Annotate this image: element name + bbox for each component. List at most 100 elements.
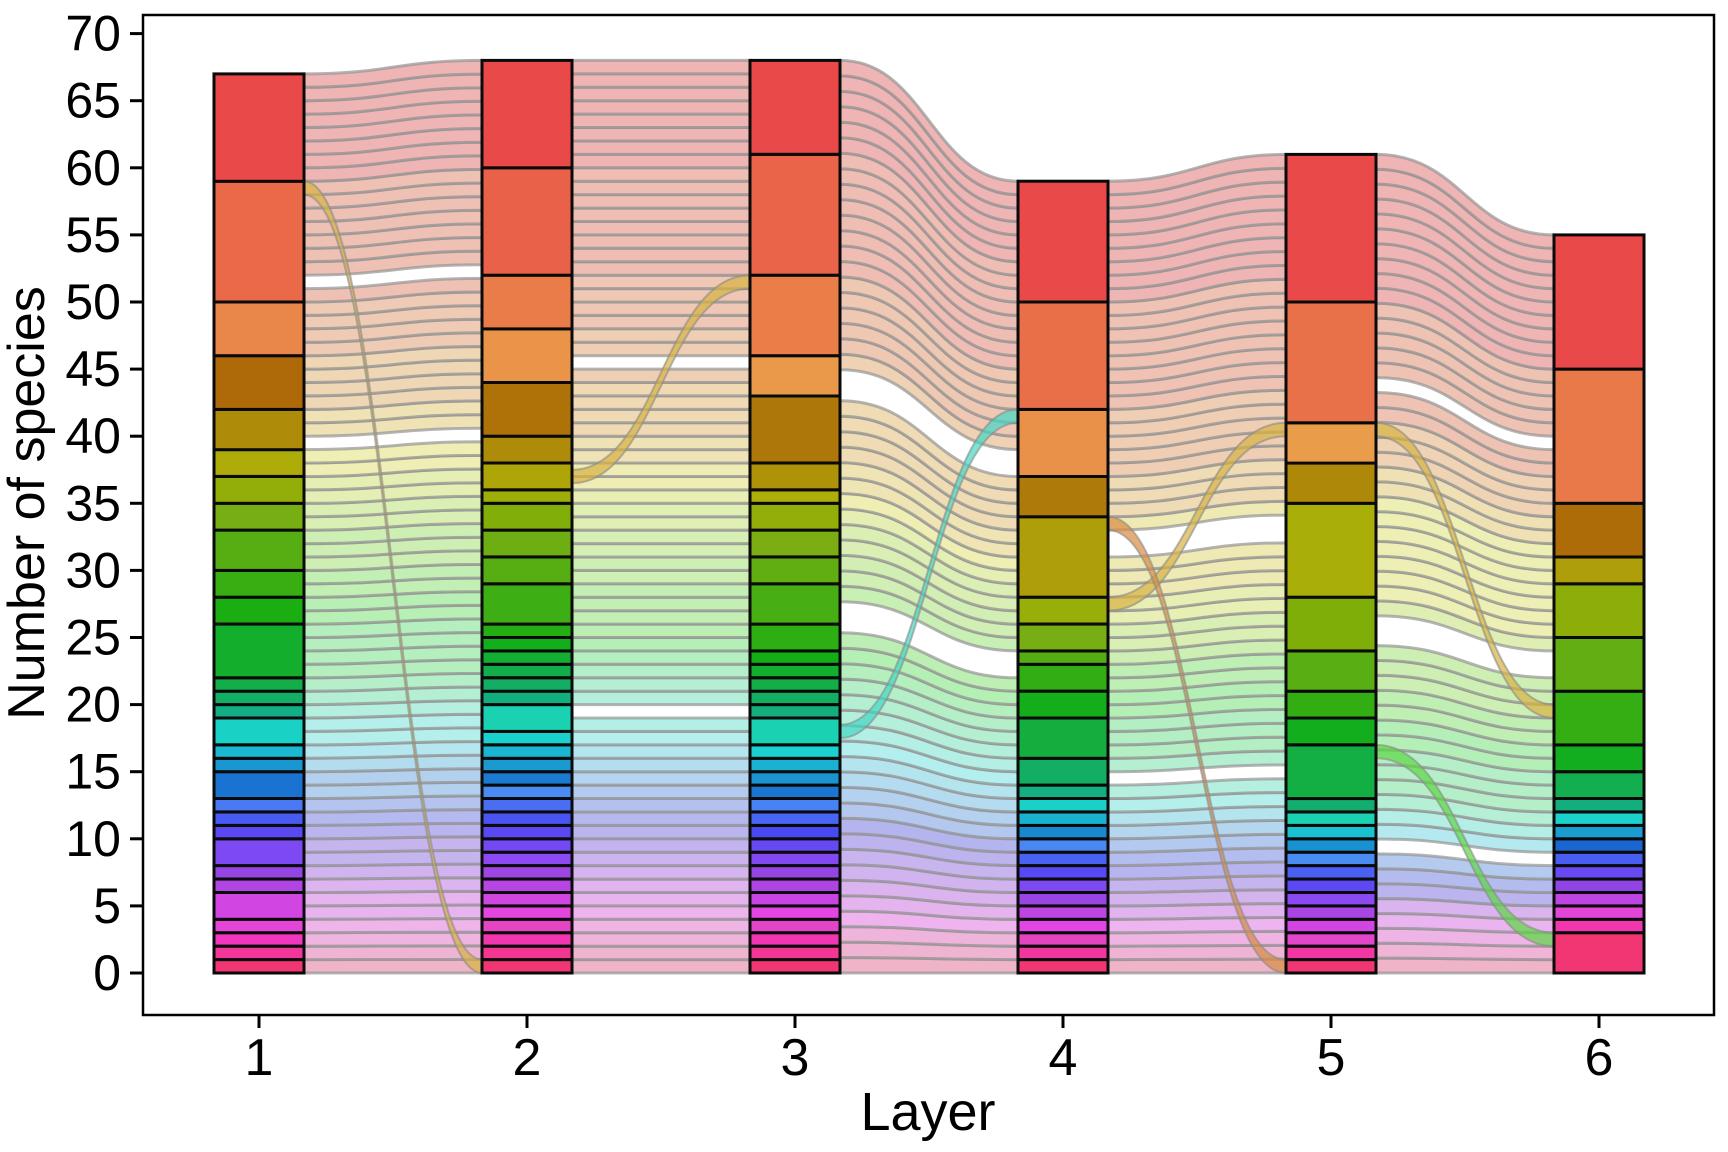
stratum-layer3 [748,743,842,760]
stratum-layer6 [1552,891,1646,908]
flow-ribbon [570,649,752,666]
x-tick-label: 5 [1317,1029,1346,1087]
stratum-layer6 [1552,367,1646,505]
stratum-layer2 [480,904,574,921]
stratum-layer5 [1284,944,1378,962]
flow-ribbon [570,770,752,787]
stratum-layer4 [1016,756,1110,787]
flow-ribbon [570,582,752,599]
flow-ribbon [570,743,752,760]
flow-ribbon [570,99,752,116]
stratum-layer5 [1284,877,1378,894]
stratum-layer1 [212,689,306,707]
stratum-layer1 [212,797,306,814]
y-tick-label: 5 [93,878,121,934]
x-tick-label: 6 [1585,1029,1614,1087]
stratum-layer2 [480,917,574,935]
stratum-layer2 [480,676,574,693]
stratum-layer6 [1552,689,1646,747]
flow-ribbon [570,783,752,801]
flow-ribbon [570,568,752,586]
stratum-layer5 [1284,823,1378,841]
flow-ribbon [570,394,752,411]
y-tick-label: 65 [65,73,121,129]
stratum-layer2 [480,273,574,331]
stratum-layer1 [212,622,306,680]
stratum-layer4 [1016,931,1110,948]
stratum-layer2 [480,381,574,438]
stratum-layer2 [480,823,574,841]
stratum-layer5 [1284,958,1378,975]
flow-ribbon [302,957,484,975]
stratum-layer2 [480,434,574,465]
y-tick-label: 15 [65,744,121,800]
stratum-layer2 [480,770,574,787]
stratum-layer1 [212,528,306,572]
y-tick-label: 40 [65,408,121,464]
flow-ribbon [570,689,752,707]
stratum-layer3 [748,528,842,559]
stratum-layer3 [748,864,842,881]
flow-ribbon [570,407,752,425]
y-tick-label: 50 [65,274,121,330]
flow-ribbon [570,917,752,935]
flow-ribbon [570,837,752,854]
stratum-layer4 [1016,595,1110,626]
stratum-layer4 [1016,877,1110,894]
stratum-layer1 [212,72,306,183]
y-tick-label: 70 [65,6,121,62]
x-tick-label: 1 [245,1029,274,1087]
y-tick-label: 20 [65,677,121,733]
stratum-layer2 [480,703,574,733]
flow-ribbon [570,810,752,827]
stratum-layer2 [480,944,574,962]
stratum-layer1 [212,595,306,626]
y-tick-label: 0 [93,945,121,1001]
stratum-layer2 [480,756,574,774]
flow-ribbon [570,152,752,170]
stratum-layer4 [1016,689,1110,720]
stratum-layer4 [1016,917,1110,935]
stratum-layer5 [1284,716,1378,747]
stratum-layer1 [212,837,306,868]
y-tick-label: 60 [65,140,121,196]
stratum-layer2 [480,797,574,814]
stratum-layer3 [748,904,842,921]
stratum-layer3 [748,891,842,908]
stratum-layer5 [1284,797,1378,814]
stratum-layer4 [1016,407,1110,478]
flow-ribbon [570,756,752,774]
stratum-layer3 [748,354,842,398]
stratum-layer2 [480,166,574,277]
stratum-layer4 [1016,179,1110,304]
flow-ribbon [570,72,752,89]
stratum-layer5 [1284,810,1378,827]
stratum-layer1 [212,823,306,841]
stratum-layer2 [480,58,574,170]
stratum-layer2 [480,891,574,908]
stratum-layer6 [1552,904,1646,921]
stratum-layer1 [212,716,306,747]
stratum-layer3 [748,488,842,505]
flow-ribbon [570,622,752,640]
stratum-layer2 [480,582,574,626]
flow-ribbon [570,823,752,841]
flow-ribbon [570,193,752,210]
stratum-layer2 [480,327,574,384]
stratum-layer3 [748,958,842,975]
stratum-layer3 [748,810,842,827]
flow-ribbon [570,609,752,626]
y-tick-label: 35 [65,475,121,531]
flow-ribbon [570,139,752,156]
stratum-layer2 [480,461,574,492]
flow-ribbon [570,246,752,264]
y-tick-label: 10 [65,811,121,867]
stratum-layer5 [1284,917,1378,935]
stratum-layer4 [1016,300,1110,411]
stratum-layer1 [212,944,306,962]
flow-ribbon [570,421,752,438]
stratum-layer6 [1552,917,1646,935]
flow-ribbon [570,864,752,881]
flow-ribbon [570,944,752,962]
